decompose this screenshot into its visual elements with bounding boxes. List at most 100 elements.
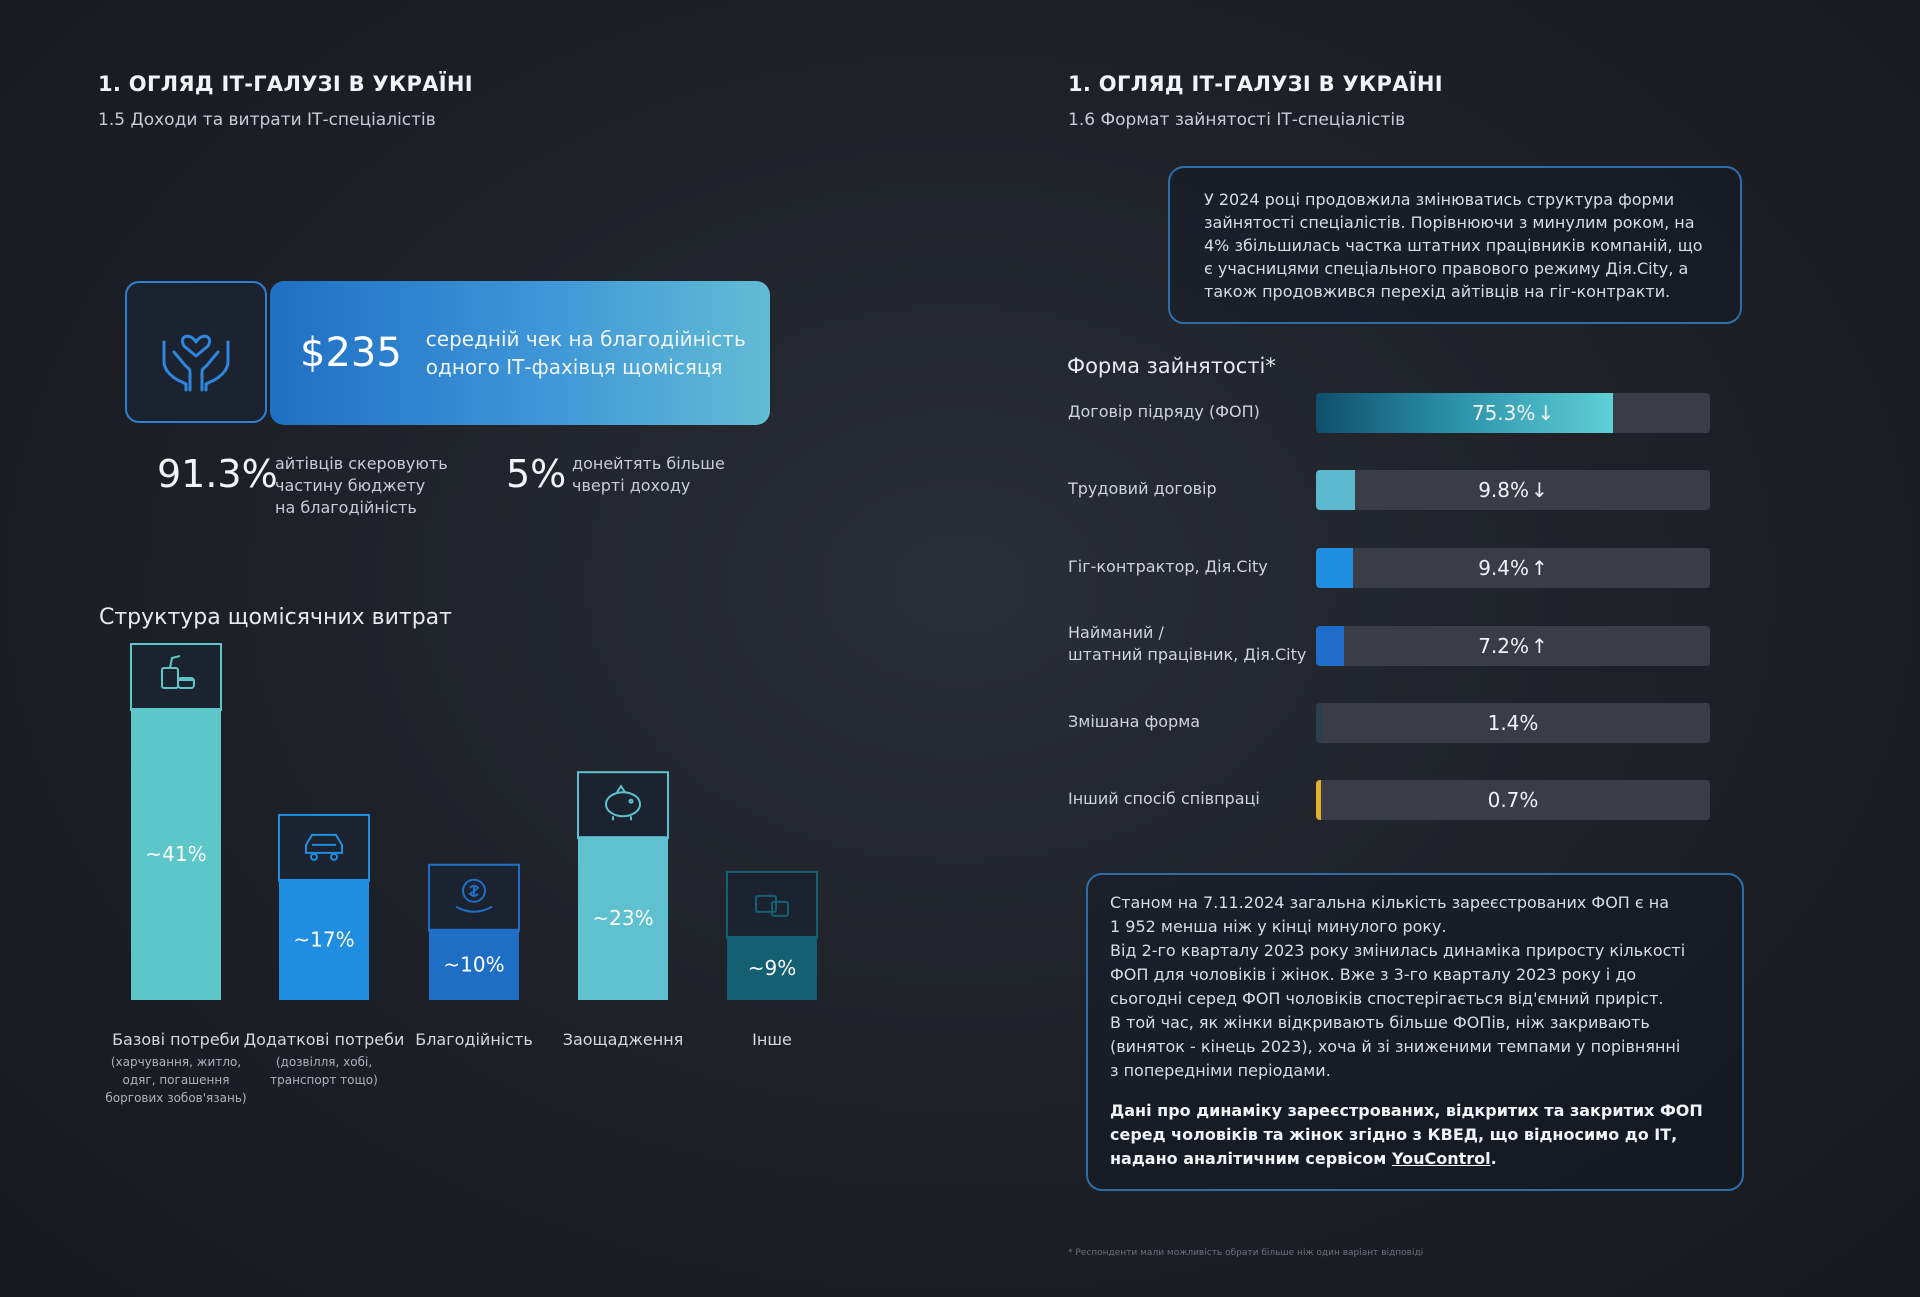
note-line: 1 952 менша ніж у кінці минулого року. <box>1110 917 1447 936</box>
employment-bar-fill <box>1316 470 1355 510</box>
trend-down-icon: ↓ <box>1537 401 1555 425</box>
bar-icon-cap <box>130 643 222 711</box>
employment-bar-value: 75.3% ↓ <box>1316 393 1710 433</box>
charity-amount: $235 <box>300 330 402 376</box>
employment-category-label: Найманий / штатний працівник, Дія.City <box>1068 623 1307 664</box>
stat-quarter-donors-value: 5% <box>506 452 567 496</box>
employment-bar-value: 9.4% ↑ <box>1316 548 1710 588</box>
note-line: Від 2-го кварталу 2023 року змінилась ди… <box>1110 941 1686 960</box>
employment-bar-track: 7.2% ↑ <box>1316 626 1710 666</box>
stat-charity-share-value: 91.3% <box>157 452 278 496</box>
footnote: * Респонденти мали можливість обрати біл… <box>1068 1248 1424 1258</box>
note-line: сьогодні серед ФОП чоловіків спостерігає… <box>1110 989 1664 1008</box>
stat1-line1: айтівців скеровують <box>275 454 448 473</box>
bar-icon-cap <box>278 813 370 882</box>
note-line: з попередніми періодами. <box>1110 1061 1331 1080</box>
employment-bar-value: 0.7% <box>1316 780 1710 820</box>
employment-bar-value: 1.4% <box>1316 703 1710 743</box>
spend-chart-title: Структура щомісячних витрат <box>99 605 452 630</box>
employment-category-label: Змішана форма <box>1068 712 1201 731</box>
employment-value-text: 75.3% <box>1471 401 1536 425</box>
category-note: транспорт тощо) <box>270 1073 378 1087</box>
employment-bar-track: 9.4% ↑ <box>1316 548 1710 588</box>
note-line: (виняток - кінець 2023), хоча й зі зниже… <box>1110 1037 1681 1056</box>
fop-source-line2: серед чоловіків та жінок згідно з КВЕД, … <box>1110 1125 1678 1144</box>
employment-chart-title: Форма зайнятості* <box>1067 354 1276 378</box>
monthly-spend-chart: ~41% Базові потреби (харчування, житло, одя… <box>105 643 818 1105</box>
stat1-line3: на благодійність <box>275 498 417 517</box>
stat-charity-share-text: айтівців скеровують частину бюджету на б… <box>275 453 448 519</box>
employment-bar-track: 9.8% ↓ <box>1316 470 1710 510</box>
trend-up-icon: ↑ <box>1531 556 1548 580</box>
misc-box-icon <box>755 894 789 917</box>
right-section-subtitle: 1.6 Формат зайнятості ІТ-спеціалістів <box>1068 110 1406 130</box>
category-label: Благодійність <box>415 1030 533 1049</box>
spend-bar <box>279 878 369 1000</box>
employment-value-text: 7.2% <box>1478 634 1530 658</box>
left-section-title: 1. ОГЛЯД ІТ-ГАЛУЗІ В УКРАЇНІ <box>98 72 473 96</box>
charity-icon-box <box>125 281 267 423</box>
food-drink-icon <box>161 655 195 689</box>
employment-category-label: Договір підряду (ФОП) <box>1068 402 1260 421</box>
intro-line: є учасницями спеціального правового режи… <box>1204 259 1689 278</box>
category-label: Додаткові потреби <box>244 1030 405 1049</box>
spend-bar <box>131 708 221 1000</box>
employment-bar-track: 1.4% <box>1316 703 1710 743</box>
category-label: Заощадження <box>563 1030 684 1049</box>
employment-value-text: 0.7% <box>1487 788 1539 812</box>
piggy-bank-icon <box>605 784 641 821</box>
stat-quarter-donors-text: донейтять більше чверті доходу <box>572 453 725 497</box>
trend-up-icon: ↑ <box>1531 634 1548 658</box>
charity-card: $235 середній чек на благодійність одног… <box>270 281 770 425</box>
employment-bar-fill <box>1316 548 1354 588</box>
employment-bar-track: 0.7% <box>1316 780 1710 820</box>
stat2-line1: донейтять більше <box>572 454 725 473</box>
spend-bar <box>429 928 519 1000</box>
bar-value-label: ~10% <box>443 952 504 976</box>
hands-heart-icon <box>162 334 230 392</box>
employment-category-label: Інший спосіб співпраці <box>1068 789 1260 808</box>
employment-value-text: 9.4% <box>1478 556 1530 580</box>
note-line: ФОП для чоловіків і жінок. Вже з 3-го кв… <box>1110 965 1637 984</box>
spend-bar <box>727 935 817 1000</box>
category-note: одяг, погашення <box>123 1073 230 1087</box>
employment-intro-text: У 2024 році продовжила змінюватись струк… <box>1204 188 1703 303</box>
fop-source-line3-end: . <box>1490 1149 1497 1168</box>
fop-note-source: Дані про динаміку зареєстрованих, відкри… <box>1110 1099 1703 1171</box>
employment-bar-fill <box>1316 780 1321 820</box>
employment-bar-track: 75.3% ↓ <box>1316 393 1710 433</box>
bar-value-label: ~23% <box>592 906 653 930</box>
employment-value-text: 1.4% <box>1487 711 1539 735</box>
fop-source-line3: надано аналітичним сервісом <box>1110 1149 1392 1168</box>
category-label: Базові потреби <box>112 1030 240 1049</box>
car-icon <box>305 833 343 861</box>
note-line: В той час, як жінки відкривають більше Ф… <box>1110 1013 1650 1032</box>
bar-value-label: ~17% <box>293 927 354 951</box>
intro-line: зайнятості спеціалістів. Порівнюючи з ми… <box>1204 213 1695 232</box>
note-line: Станом на 7.11.2024 загальна кількість з… <box>1110 893 1670 912</box>
employment-bar-value: 7.2% ↑ <box>1316 626 1710 666</box>
employment-intro-box: У 2024 році продовжила змінюватись струк… <box>1168 166 1742 324</box>
category-note: боргових зобов'язань) <box>105 1091 246 1105</box>
right-section-title: 1. ОГЛЯД ІТ-ГАЛУЗІ В УКРАЇНІ <box>1068 72 1443 96</box>
youcontrol-link[interactable]: YouControl <box>1391 1149 1491 1168</box>
left-section-subtitle: 1.5 Доходи та витрати ІТ-спеціалістів <box>98 110 436 130</box>
employment-category-label: Трудовий договір <box>1068 479 1217 498</box>
fop-note-text: Станом на 7.11.2024 загальна кількість з… <box>1110 891 1703 1171</box>
coin-hand-icon <box>455 878 493 913</box>
bar-value-label: ~41% <box>145 842 206 866</box>
category-note: (дозвілля, хобі, <box>276 1055 372 1069</box>
intro-line: також продовжився перехід айтівців на гі… <box>1204 282 1671 301</box>
employment-category-label: Гіг-контрактор, Дія.City <box>1068 557 1268 576</box>
bar-icon-cap <box>577 771 669 840</box>
intro-line: У 2024 році продовжила змінюватись струк… <box>1204 190 1675 209</box>
bar-value-label: ~9% <box>748 956 797 980</box>
category-note: (харчування, житло, <box>111 1055 241 1069</box>
bar-icon-cap <box>428 863 520 932</box>
category-label: Інше <box>752 1030 792 1049</box>
spend-bar <box>578 836 668 1000</box>
charity-text-line1: середній чек на благодійність <box>425 327 746 351</box>
employment-bar-value: 9.8% ↓ <box>1316 470 1710 510</box>
employment-bar-fill <box>1316 626 1345 666</box>
fop-source-line1: Дані про динаміку зареєстрованих, відкри… <box>1110 1101 1703 1120</box>
